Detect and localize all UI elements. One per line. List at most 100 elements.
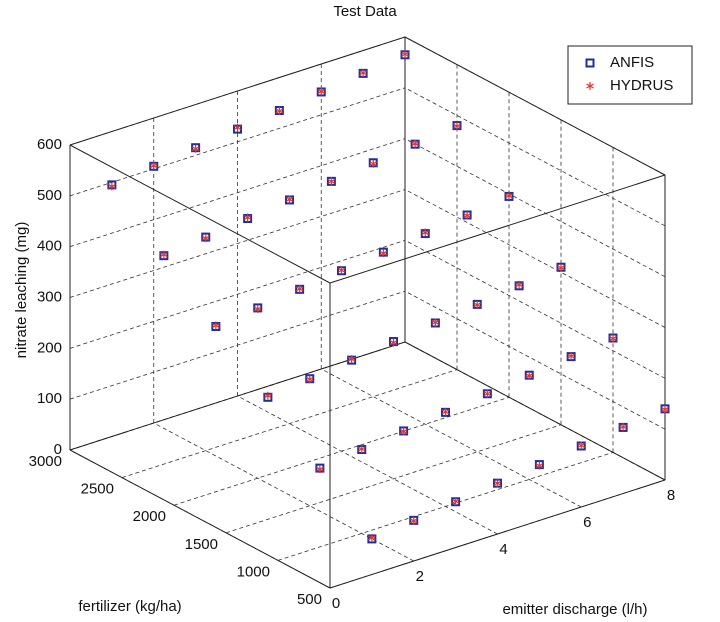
box-edge bbox=[69, 449, 331, 589]
point bbox=[525, 371, 534, 380]
grid-line bbox=[69, 239, 406, 349]
point bbox=[357, 445, 366, 454]
point bbox=[337, 266, 346, 275]
point bbox=[431, 318, 440, 327]
legend-marker bbox=[585, 58, 595, 68]
point bbox=[359, 68, 367, 77]
grid-line bbox=[153, 422, 414, 562]
grid-line bbox=[404, 290, 666, 430]
point bbox=[609, 334, 617, 343]
grid-line bbox=[237, 395, 498, 535]
point bbox=[149, 161, 158, 170]
grid-line bbox=[69, 87, 406, 197]
point bbox=[212, 321, 220, 330]
point bbox=[453, 122, 461, 131]
y-tick-label: 2500 bbox=[81, 481, 114, 498]
point bbox=[201, 234, 210, 243]
grid-line bbox=[225, 424, 562, 534]
grid-line bbox=[69, 290, 406, 400]
x-tick-label: 2 bbox=[416, 568, 424, 585]
point bbox=[535, 461, 544, 470]
z-tick-label: 100 bbox=[37, 390, 62, 407]
box-edge bbox=[404, 341, 666, 481]
z-tick-label: 400 bbox=[37, 238, 62, 255]
point bbox=[285, 195, 294, 204]
point bbox=[451, 497, 460, 506]
point bbox=[399, 427, 408, 436]
point bbox=[108, 182, 116, 191]
point bbox=[463, 211, 471, 220]
box-edge bbox=[404, 36, 666, 176]
point bbox=[327, 177, 336, 186]
point bbox=[191, 144, 200, 153]
x-tick-label: 0 bbox=[332, 595, 340, 612]
point bbox=[243, 213, 252, 222]
grid-line bbox=[69, 189, 406, 298]
x-tick-label: 6 bbox=[583, 514, 591, 531]
grid-line bbox=[69, 138, 406, 248]
x-tick-label: 4 bbox=[499, 541, 507, 558]
grid-line bbox=[277, 452, 614, 561]
point bbox=[515, 280, 523, 289]
point bbox=[389, 338, 398, 347]
box-edge bbox=[69, 144, 331, 284]
point bbox=[275, 107, 284, 116]
point bbox=[483, 389, 492, 398]
z-tick-label: 0 bbox=[54, 441, 62, 458]
point bbox=[401, 50, 409, 59]
grid-line bbox=[173, 396, 510, 506]
point bbox=[493, 479, 502, 488]
chart-title: Test Data bbox=[333, 3, 397, 20]
y-axis-label: fertilizer (kg/ha) bbox=[78, 598, 181, 615]
legend-marker bbox=[586, 82, 594, 90]
z-tick-label: 200 bbox=[37, 339, 62, 356]
point bbox=[411, 139, 419, 148]
y-tick-label: 1000 bbox=[237, 563, 270, 580]
box-edge bbox=[329, 174, 666, 284]
point bbox=[368, 533, 376, 542]
grid-line bbox=[321, 368, 582, 508]
grid-line bbox=[121, 369, 458, 478]
point bbox=[661, 405, 669, 414]
z-axis-label: nitrate leaching (mg) bbox=[13, 222, 30, 359]
point bbox=[379, 249, 388, 258]
box-edge bbox=[329, 479, 666, 589]
z-tick-label: 300 bbox=[37, 288, 62, 305]
point bbox=[577, 441, 586, 450]
y-tick-label: 3000 bbox=[29, 453, 62, 470]
z-tick-label: 600 bbox=[37, 136, 62, 153]
x-tick-label: 8 bbox=[667, 487, 675, 504]
legend-label: HYDRUS bbox=[610, 77, 673, 94]
point bbox=[253, 304, 262, 313]
x-axis-label: emitter discharge (l/h) bbox=[502, 601, 647, 618]
point bbox=[160, 250, 168, 259]
point bbox=[409, 516, 418, 525]
point bbox=[557, 263, 565, 272]
point bbox=[441, 407, 450, 416]
point bbox=[295, 284, 304, 293]
grid-line bbox=[404, 87, 666, 227]
grid-line bbox=[404, 189, 666, 328]
legend-box bbox=[567, 45, 693, 105]
box-edge bbox=[69, 36, 406, 146]
point bbox=[421, 228, 430, 237]
point bbox=[233, 123, 242, 132]
grid-line bbox=[404, 138, 666, 278]
y-tick-label: 500 bbox=[297, 591, 322, 608]
point bbox=[505, 191, 513, 200]
point bbox=[347, 355, 356, 364]
grid-line bbox=[404, 239, 666, 379]
point bbox=[264, 391, 272, 400]
point bbox=[567, 352, 575, 361]
y-tick-label: 1500 bbox=[185, 536, 218, 553]
point bbox=[473, 300, 482, 309]
point bbox=[316, 465, 324, 474]
point bbox=[619, 422, 627, 431]
point bbox=[305, 375, 314, 384]
legend-label: ANFIS bbox=[610, 54, 654, 71]
point bbox=[317, 87, 326, 96]
point bbox=[369, 159, 378, 168]
y-tick-label: 2000 bbox=[133, 508, 166, 525]
z-tick-label: 500 bbox=[37, 187, 62, 204]
